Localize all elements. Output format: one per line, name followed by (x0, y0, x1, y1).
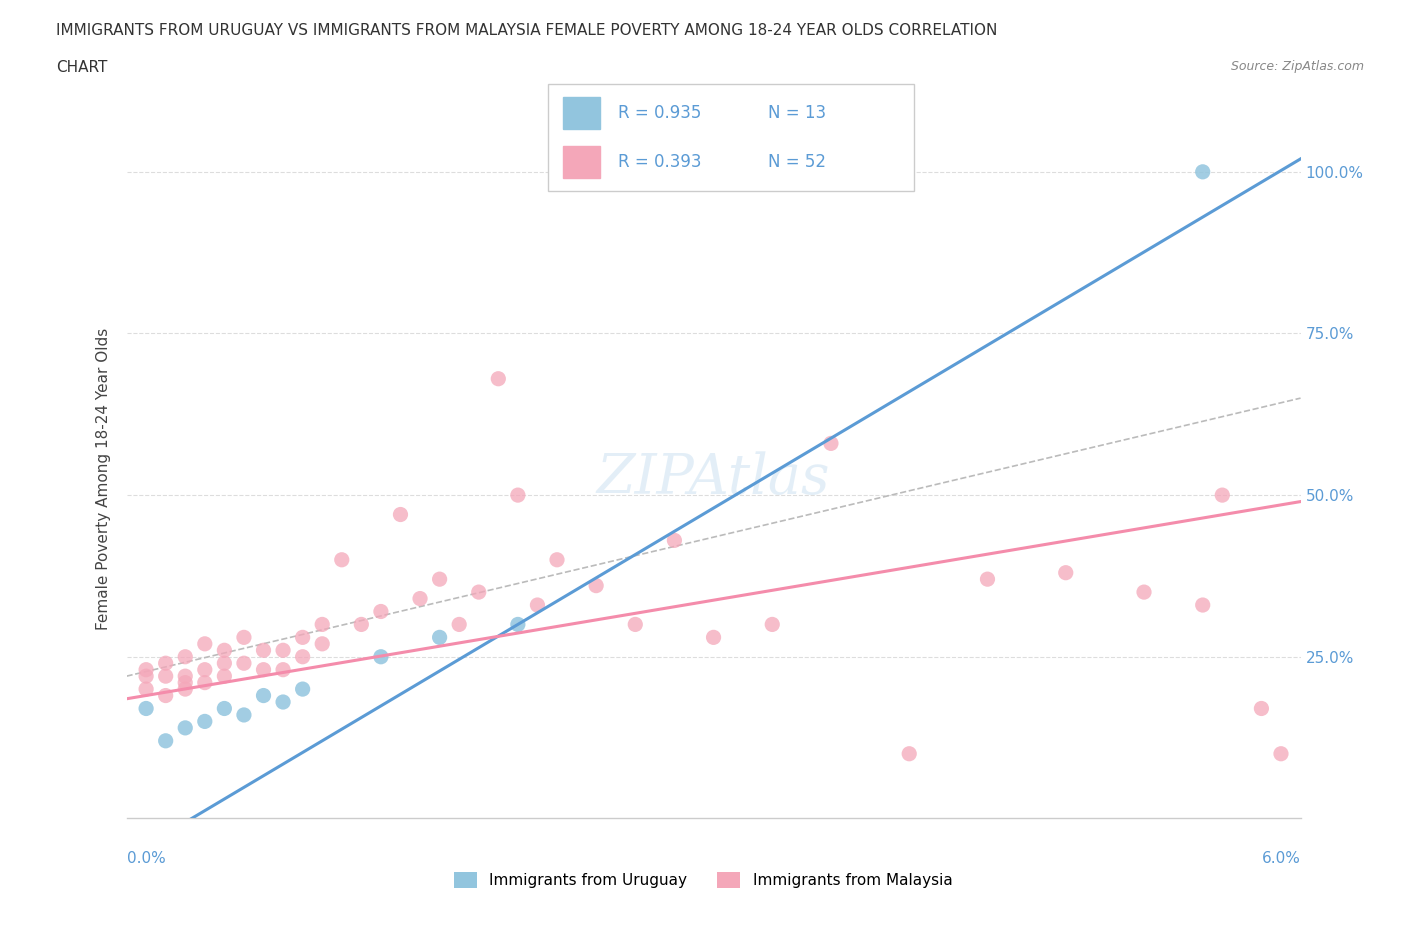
Point (1191, 598, 1213, 613)
Text: R = 0.393: R = 0.393 (617, 153, 702, 171)
Point (135, 682, 157, 697)
Point (1211, 487, 1233, 502)
Point (506, 487, 529, 502)
Point (585, 578, 607, 593)
Point (214, 656, 236, 671)
Point (311, 617, 333, 631)
Point (174, 675, 197, 690)
Point (155, 688, 177, 703)
Point (194, 714, 217, 729)
Text: N = 52: N = 52 (768, 153, 825, 171)
Point (624, 617, 647, 631)
Point (429, 572, 451, 587)
Point (135, 669, 157, 684)
Point (1054, 565, 1077, 580)
Point (174, 649, 197, 664)
Point (820, 436, 842, 451)
Text: Source: ZipAtlas.com: Source: ZipAtlas.com (1230, 60, 1364, 73)
Point (311, 636, 333, 651)
Point (1250, 701, 1272, 716)
Point (291, 649, 314, 664)
Point (898, 746, 921, 761)
Point (233, 708, 256, 723)
Point (174, 721, 197, 736)
Point (252, 643, 274, 658)
Point (370, 649, 392, 664)
Point (174, 669, 197, 684)
Point (429, 630, 451, 644)
FancyBboxPatch shape (548, 84, 914, 191)
Point (174, 682, 197, 697)
Point (135, 701, 157, 716)
Text: N = 13: N = 13 (768, 103, 825, 122)
Point (291, 682, 314, 697)
Point (214, 643, 236, 658)
Point (506, 617, 529, 631)
Point (233, 630, 256, 644)
Point (449, 617, 471, 631)
Text: 0.0%: 0.0% (127, 851, 166, 866)
Text: IMMIGRANTS FROM URUGUAY VS IMMIGRANTS FROM MALAYSIA FEMALE POVERTY AMONG 18-24 Y: IMMIGRANTS FROM URUGUAY VS IMMIGRANTS FR… (56, 23, 998, 38)
Point (252, 662, 274, 677)
Text: CHART: CHART (56, 60, 108, 75)
Point (214, 701, 236, 716)
Point (214, 669, 236, 684)
Point (486, 371, 509, 386)
Text: R = 0.935: R = 0.935 (617, 103, 702, 122)
Text: ZIPAtlas: ZIPAtlas (596, 452, 831, 506)
Point (409, 591, 432, 606)
Point (664, 533, 686, 548)
Point (468, 585, 491, 600)
Point (155, 734, 177, 749)
Point (1191, 165, 1213, 179)
Point (194, 675, 217, 690)
Point (271, 695, 294, 710)
Point (291, 630, 314, 644)
Point (976, 572, 998, 587)
Bar (562, 146, 599, 178)
Point (233, 656, 256, 671)
Point (252, 688, 274, 703)
Bar (562, 97, 599, 128)
Text: 6.0%: 6.0% (1261, 851, 1301, 866)
Point (194, 662, 217, 677)
Point (389, 507, 412, 522)
Point (271, 662, 294, 677)
Point (135, 662, 157, 677)
Point (271, 643, 294, 658)
Point (546, 552, 568, 567)
Point (1270, 746, 1292, 761)
Point (155, 669, 177, 684)
Point (761, 617, 783, 631)
Point (194, 636, 217, 651)
Point (702, 630, 725, 644)
Point (330, 552, 353, 567)
Point (155, 656, 177, 671)
Point (350, 617, 373, 631)
Point (370, 604, 392, 619)
Point (1133, 585, 1156, 600)
Y-axis label: Female Poverty Among 18-24 Year Olds: Female Poverty Among 18-24 Year Olds (96, 328, 111, 631)
Point (526, 598, 548, 613)
Legend: Immigrants from Uruguay, Immigrants from Malaysia: Immigrants from Uruguay, Immigrants from… (447, 866, 959, 895)
